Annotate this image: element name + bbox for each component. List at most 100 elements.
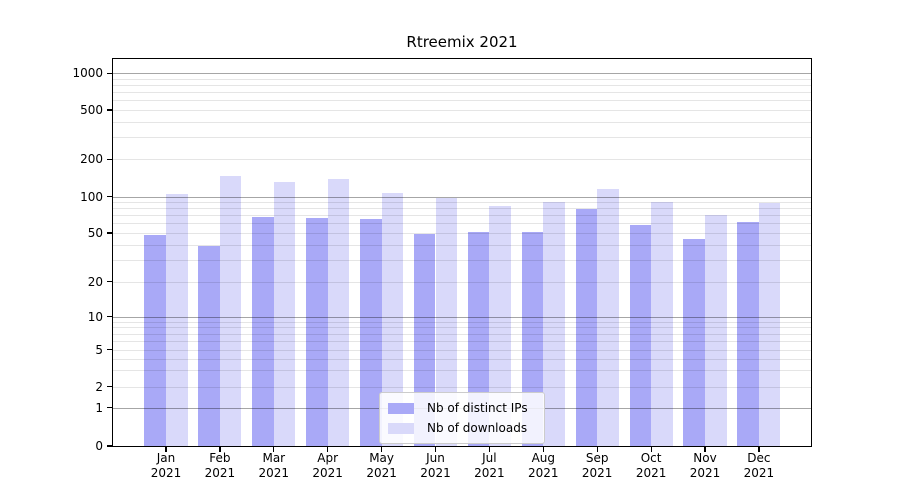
x-tick-mark-nov: [704, 446, 706, 452]
minor-gridline-500: [113, 110, 811, 111]
x-tick-label-oct: Oct 2021: [635, 451, 667, 480]
minor-gridline-20: [113, 281, 811, 283]
chart-title: Rtreemix 2021: [406, 33, 518, 51]
minor-gridline-4: [113, 358, 811, 360]
x-tick-mark-feb: [219, 446, 221, 452]
y-tick-label-1000: 1000: [72, 66, 103, 81]
x-tick-label-aug: Aug 2021: [528, 451, 559, 480]
y-tick-label-20: 20: [87, 274, 103, 289]
bar-downloads-jul: [489, 206, 511, 446]
x-tick-mark-jun: [434, 446, 437, 452]
major-gridline-10: [113, 316, 811, 318]
y-tick-label-2: 2: [95, 379, 103, 394]
bar-downloads-apr: [327, 178, 350, 446]
minor-gridline-7: [113, 333, 811, 335]
minor-gridline-3: [113, 370, 811, 372]
bar-downloads-oct: [651, 201, 673, 446]
bar-downloads-mar: [273, 181, 296, 446]
bar-distinct-ips-sep: [575, 209, 598, 446]
bar-downloads-feb: [219, 175, 242, 446]
x-tick-mark-jul: [488, 446, 491, 452]
y-tick-mark-0: [107, 445, 113, 447]
bar-downloads-dec: [758, 203, 781, 446]
x-tick-mark-apr: [327, 446, 329, 452]
x-tick-label-feb: Feb 2021: [204, 451, 236, 480]
y-tick-mark-1000: [107, 72, 113, 74]
x-tick-label-jul: Jul 2021: [474, 451, 505, 480]
bar-distinct-ips-jan: [144, 235, 166, 446]
minor-gridline-200: [113, 159, 811, 161]
minor-gridline-300: [113, 137, 811, 139]
x-tick-label-dec: Dec 2021: [743, 451, 775, 480]
minor-gridline-800: [113, 85, 811, 87]
minor-gridline-40: [113, 244, 811, 246]
y-tick-label-0: 0: [95, 439, 103, 453]
y-tick-mark-20: [107, 281, 113, 283]
x-tick-mark-may: [381, 446, 383, 452]
bar-downloads-jan: [166, 193, 188, 446]
x-tick-label-sep: Sep 2021: [581, 451, 613, 480]
x-tick-mark-jan: [165, 446, 167, 452]
minor-gridline-2: [113, 386, 811, 388]
x-tick-label-jun: Jun 2021: [420, 451, 451, 480]
y-tick-mark-10: [107, 316, 113, 318]
x-tick-label-mar: Mar 2021: [258, 451, 290, 480]
legend-item-downloads: Nb of downloads: [388, 418, 536, 438]
legend-swatch-downloads: [388, 422, 414, 434]
minor-gridline-600: [113, 100, 811, 102]
legend-label-downloads: Nb of downloads: [427, 421, 528, 435]
x-tick-label-may: May 2021: [366, 451, 397, 480]
y-tick-label-200: 200: [80, 152, 103, 167]
y-tick-label-50: 50: [87, 226, 103, 240]
x-tick-mark-aug: [542, 446, 544, 452]
bar-distinct-ips-apr: [306, 217, 328, 446]
x-tick-mark-sep: [596, 446, 598, 452]
bar-distinct-ips-feb: [198, 246, 220, 446]
legend: Nb of distinct IPs Nb of downloads: [379, 392, 545, 444]
minor-gridline-400: [113, 122, 811, 123]
bar-downloads-jun: [435, 198, 458, 446]
major-gridline-100: [113, 196, 811, 198]
y-tick-mark-2: [107, 386, 113, 388]
legend-label-distinct-ips: Nb of distinct IPs: [427, 401, 528, 415]
bar-distinct-ips-mar: [252, 216, 274, 446]
minor-gridline-90: [113, 202, 811, 204]
x-tick-mark-oct: [650, 446, 652, 452]
x-tick-label-jan: Jan 2021: [150, 451, 182, 480]
y-tick-mark-5: [107, 348, 113, 351]
y-tick-mark-1: [107, 406, 113, 409]
minor-gridline-900: [113, 78, 811, 80]
minor-gridline-50: [113, 233, 811, 234]
bar-distinct-ips-oct: [629, 225, 652, 446]
y-tick-mark-200: [107, 158, 113, 160]
minor-gridline-9: [113, 321, 811, 323]
y-tick-label-500: 500: [80, 103, 103, 117]
minor-gridline-80: [113, 208, 811, 210]
bar-downloads-nov: [705, 215, 727, 446]
minor-gridline-70: [113, 215, 811, 217]
minor-gridline-30: [113, 260, 811, 262]
x-tick-label-nov: Nov 2021: [689, 451, 721, 480]
y-tick-mark-500: [107, 109, 113, 111]
minor-gridline-60: [113, 223, 811, 225]
x-tick-label-apr: Apr 2021: [312, 451, 343, 480]
minor-gridline-5: [113, 349, 811, 351]
x-tick-mark-mar: [273, 446, 275, 452]
y-tick-label-10: 10: [87, 309, 103, 324]
y-tick-mark-50: [107, 232, 113, 234]
y-tick-label-5: 5: [95, 342, 103, 357]
bar-distinct-ips-may: [360, 219, 382, 446]
minor-gridline-700: [113, 92, 811, 94]
y-tick-mark-100: [107, 196, 113, 198]
y-tick-label-1: 1: [95, 400, 103, 415]
legend-swatch-distinct-ips: [388, 402, 414, 414]
major-gridline-1000: [113, 73, 811, 75]
x-tick-mark-dec: [758, 446, 760, 452]
y-tick-label-100: 100: [80, 189, 103, 204]
bar-downloads-may: [381, 192, 404, 446]
legend-item-distinct-ips: Nb of distinct IPs: [388, 398, 536, 418]
bar-downloads-aug: [543, 202, 565, 446]
minor-gridline-6: [113, 340, 811, 342]
bar-distinct-ips-dec: [737, 221, 759, 446]
